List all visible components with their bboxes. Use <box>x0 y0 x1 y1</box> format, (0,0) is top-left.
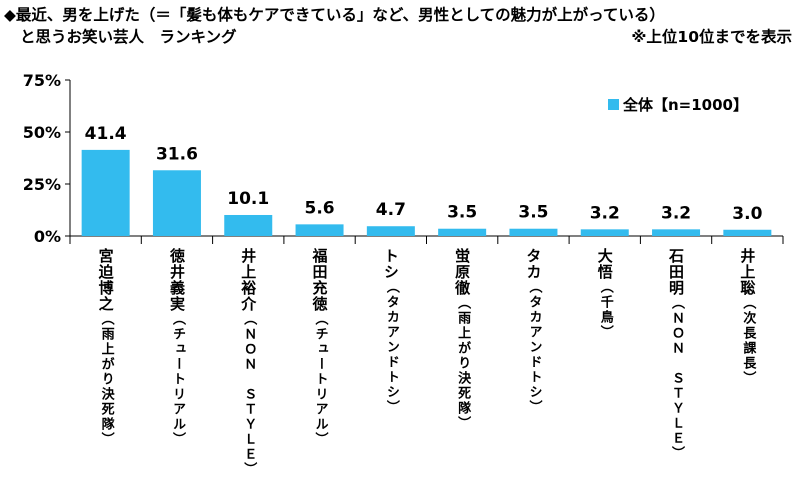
category-name: 石田明 <box>667 248 686 296</box>
category-name: 徳井義実 <box>167 248 186 312</box>
category-group: （ＮＯＮ ＳＴＹＬＥ） <box>669 296 685 461</box>
category-name: 蛍原徹 <box>453 248 472 296</box>
y-tick-label: 50% <box>23 123 61 142</box>
display-note: ※上位10位までを表示 <box>631 28 792 46</box>
category-group: （タカアンドトシ） <box>526 280 542 415</box>
value-label: 10.1 <box>227 189 269 209</box>
title-line-2: と思うお笑い芸人 ランキング ※上位10位までを表示 <box>4 26 796 48</box>
legend-swatch <box>608 99 619 110</box>
category-name: 福田充徳 <box>310 248 329 312</box>
bar <box>224 214 273 236</box>
category-label: 福田充徳（チュートリアル） <box>311 248 329 447</box>
title-line-2-text: と思うお笑い芸人 ランキング <box>20 28 237 46</box>
category-label: 石田明（ＮＯＮ ＳＴＹＬＥ） <box>667 248 685 461</box>
value-label: 3.2 <box>661 203 691 223</box>
category-group: （千鳥） <box>597 280 613 340</box>
category-label: 井上聡（次長課長） <box>738 248 756 386</box>
chart-title: ◆最近、男を上げた（＝「髪も体もケアできている」など、男性としての魅力が上がって… <box>4 4 796 48</box>
value-label: 3.5 <box>447 203 477 223</box>
category-label: 大悟（千鳥） <box>596 248 614 340</box>
category-group: （チュートリアル） <box>312 312 328 447</box>
category-label: 井上裕介（ＮＯＮ ＳＴＹＬＥ） <box>239 248 257 477</box>
category-label: タカ（タカアンドトシ） <box>524 248 542 415</box>
category-label: 徳井義実（チュートリアル） <box>168 248 186 447</box>
y-tick-label: 25% <box>23 175 61 194</box>
category-group: （雨上がり決死隊） <box>455 296 471 431</box>
category-group: （次長課長） <box>740 296 756 386</box>
category-name: 大悟 <box>595 248 614 280</box>
bar <box>295 224 344 236</box>
category-name: 宮迫博之 <box>96 248 115 312</box>
category-group: （ＮＯＮ ＳＴＹＬＥ） <box>241 312 257 477</box>
category-name: 井上聡 <box>738 248 757 296</box>
category-group: （タカアンドトシ） <box>383 280 399 415</box>
value-label: 31.6 <box>156 144 198 164</box>
title-line-1: ◆最近、男を上げた（＝「髪も体もケアできている」など、男性としての魅力が上がって… <box>4 6 665 24</box>
category-group: （雨上がり決死隊） <box>98 312 114 447</box>
bar <box>366 226 415 236</box>
category-name: トシ <box>381 248 400 280</box>
value-label: 3.5 <box>518 203 548 223</box>
category-name: タカ <box>524 248 543 280</box>
bar <box>152 170 201 236</box>
bar <box>723 229 772 236</box>
category-label: 蛍原徹（雨上がり決死隊） <box>453 248 471 431</box>
value-label: 41.4 <box>85 124 127 144</box>
bar <box>438 228 487 236</box>
value-label: 4.7 <box>376 200 406 220</box>
bar <box>580 229 629 236</box>
value-label: 5.6 <box>304 198 334 218</box>
category-label: トシ（タカアンドトシ） <box>382 248 400 415</box>
category-label: 宮迫博之（雨上がり決死隊） <box>97 248 115 447</box>
value-label: 3.2 <box>590 203 620 223</box>
category-name: 井上裕介 <box>239 248 258 312</box>
category-group: （チュートリアル） <box>169 312 185 447</box>
y-tick-label: 0% <box>34 227 61 246</box>
bar <box>652 229 701 236</box>
legend-label: 全体【n=1000】 <box>622 96 748 114</box>
bar <box>509 228 558 236</box>
y-tick-label: 75% <box>23 71 61 90</box>
value-label: 3.0 <box>732 204 762 224</box>
bar <box>81 149 130 236</box>
